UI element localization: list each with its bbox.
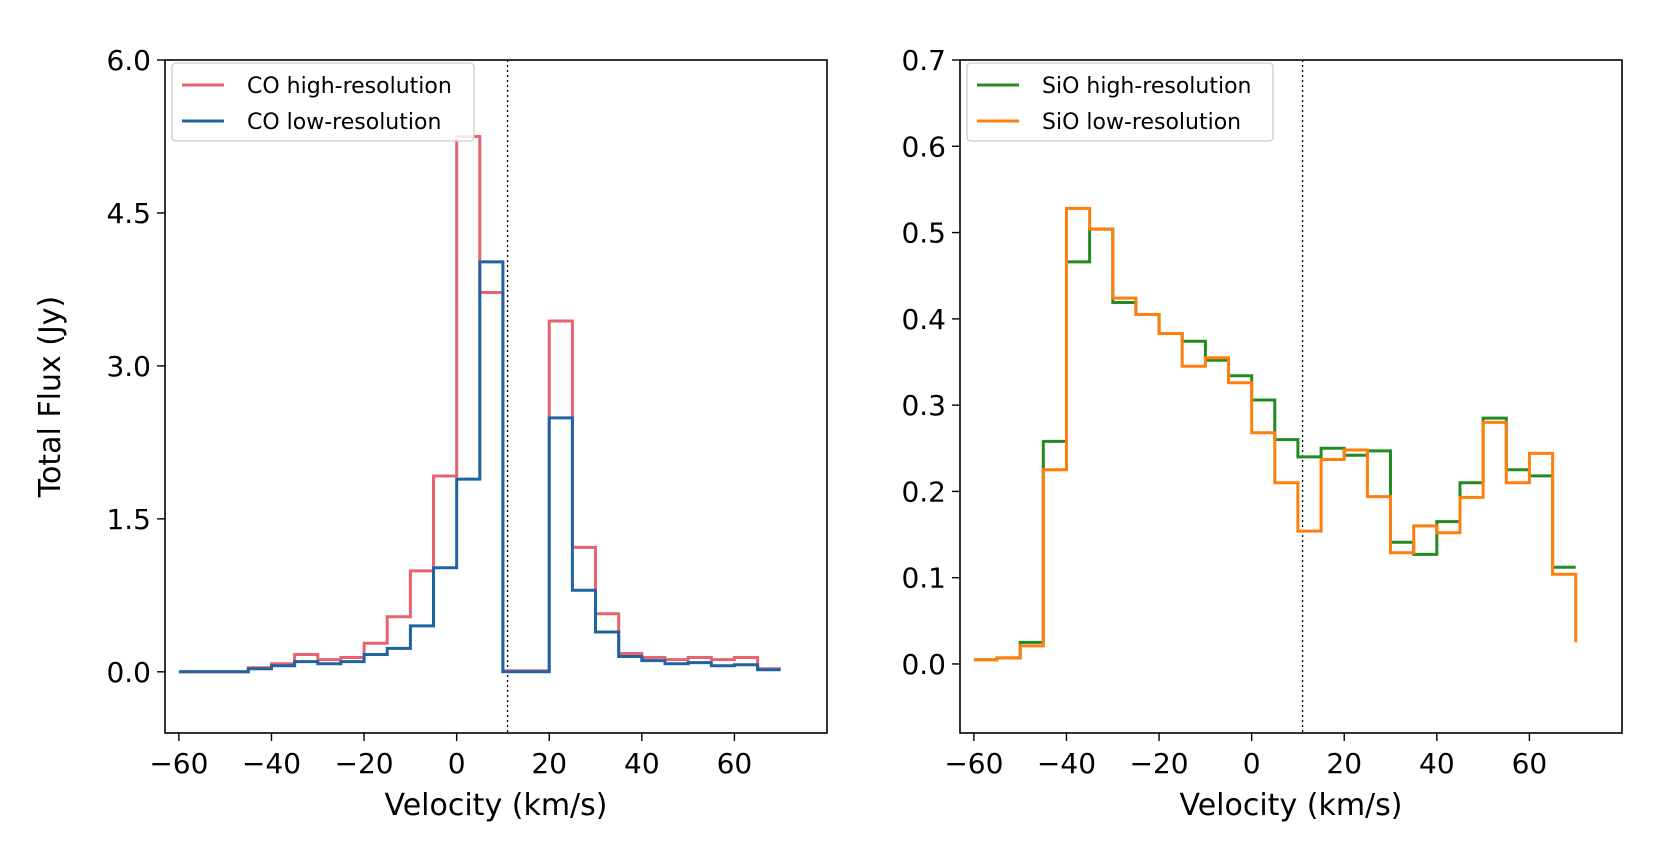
sio-y-tick-label: 0.3 <box>901 389 946 422</box>
sio-y-tick-label: 0.1 <box>901 562 946 595</box>
co-x-axis-label: Velocity (km/s) <box>385 788 608 823</box>
sio-x-tick-label: −60 <box>944 747 1003 780</box>
co-panel: −60 −40 −20 0 20 40 60 0.0 1.5 3.0 4.5 6.0 Velocity … <box>33 44 828 823</box>
sio-y-tick-label: 0.7 <box>901 44 946 77</box>
sio-x-tick-label: 60 <box>1512 747 1548 780</box>
sio-y-tick-label: 0.2 <box>901 475 946 508</box>
co-x-tick-label: −60 <box>149 747 208 780</box>
co-series-1-line <box>178 260 781 674</box>
sio-x-tick-label: 40 <box>1419 747 1455 780</box>
sio-y-tick-label: 0.4 <box>901 303 946 336</box>
sio-plot-frame <box>959 59 1623 734</box>
sio-panel: −60 −40 −20 0 20 40 60 0.0 0.1 0.2 0.3 0.4 0.5 0.6 0.7… <box>901 44 1623 823</box>
sio-y-tick-label: 0.0 <box>901 648 946 681</box>
sio-series-1-line <box>973 206 1578 662</box>
sio-legend-label-1: SiO low-resolution <box>1042 110 1241 135</box>
sio-legend: SiO high-resolution SiO low-resolution <box>966 62 1274 142</box>
co-x-tick-label: 60 <box>717 747 753 780</box>
sio-x-tick-label: −20 <box>1130 747 1189 780</box>
sio-y-tick-label: 0.5 <box>901 217 946 250</box>
sio-x-axis-label: Velocity (km/s) <box>1180 788 1403 823</box>
sio-legend-label-0: SiO high-resolution <box>1042 74 1252 99</box>
co-x-tick-label: 20 <box>531 747 567 780</box>
co-legend-box <box>171 62 475 142</box>
co-legend: CO high-resolution CO low-resolution <box>171 62 475 142</box>
co-y-tick-label: 4.5 <box>106 197 151 230</box>
co-y-tick-label: 3.0 <box>106 350 151 383</box>
co-y-axis-label: Total Flux (Jy) <box>33 296 68 499</box>
co-legend-label-0: CO high-resolution <box>247 74 452 99</box>
sio-legend-box <box>966 62 1274 142</box>
co-legend-label-1: CO low-resolution <box>247 110 441 135</box>
sio-x-tick-label: 0 <box>1243 747 1261 780</box>
sio-y-tick-label: 0.6 <box>901 130 946 163</box>
sio-series-0-line <box>973 227 1576 662</box>
co-plot-frame <box>164 59 828 734</box>
sio-x-tick-label: 20 <box>1326 747 1362 780</box>
co-x-tick-label: 40 <box>624 747 660 780</box>
co-x-tick-label: −20 <box>335 747 394 780</box>
co-y-tick-label: 6.0 <box>106 44 151 77</box>
sio-x-tick-label: −40 <box>1037 747 1096 780</box>
co-y-tick-label: 1.5 <box>106 503 151 536</box>
co-y-tick-label: 0.0 <box>106 656 151 689</box>
co-x-tick-label: 0 <box>448 747 466 780</box>
co-x-tick-label: −40 <box>242 747 301 780</box>
